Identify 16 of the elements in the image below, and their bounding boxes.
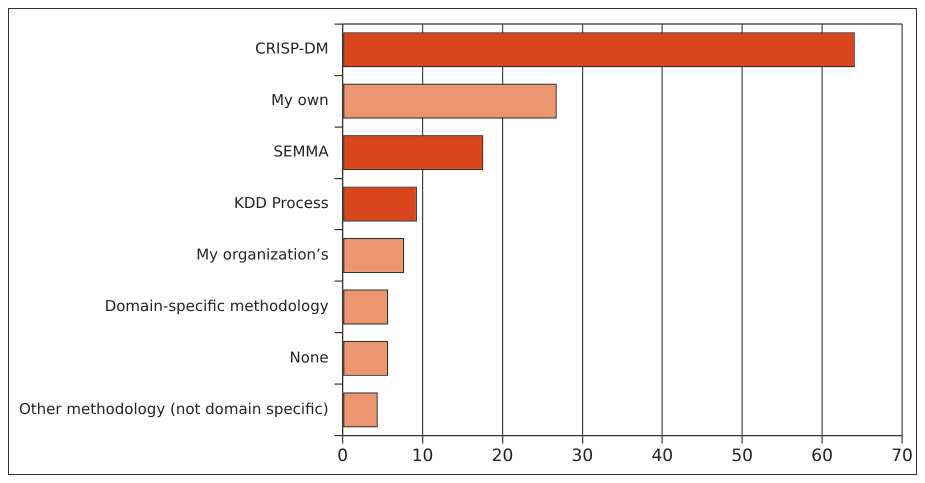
y-tick-label: None	[289, 348, 329, 366]
x-tick-label: 20	[492, 446, 514, 466]
x-tick-label: 50	[731, 446, 753, 466]
x-tick-label: 10	[412, 446, 434, 466]
x-tick-label: 0	[337, 446, 348, 466]
y-tick-label: My own	[271, 91, 329, 110]
x-tick-label: 60	[811, 446, 833, 466]
x-tick-label: 30	[572, 446, 594, 466]
y-tick-label: Domain-specific methodology	[104, 296, 329, 315]
y-tick-label: Other methodology (not domain specific)	[18, 400, 329, 418]
y-tick-label: KDD Process	[234, 194, 329, 212]
y-tick-label: CRISP-DM	[255, 40, 329, 58]
x-tick-label: 40	[651, 446, 674, 466]
x-tick-label: 70	[891, 446, 913, 466]
y-tick-label: SEMMA	[273, 142, 330, 161]
y-tick-label: My organization’s	[196, 245, 329, 264]
